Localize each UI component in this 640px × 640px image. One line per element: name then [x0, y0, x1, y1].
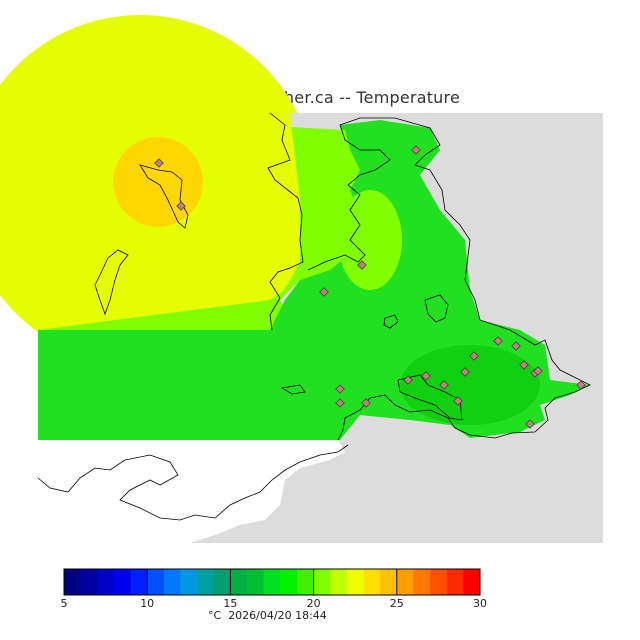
inlet-victoria: [397, 374, 463, 421]
legend-swatch: [197, 569, 215, 595]
legend-swatch: [330, 569, 348, 595]
legend-swatch: [230, 569, 248, 595]
legend-swatch: [463, 569, 481, 595]
station-marker[interactable]: [154, 158, 164, 168]
field-east-bulge: [338, 190, 402, 290]
legend-swatch: [213, 569, 231, 595]
legend-colorbar: [64, 569, 481, 595]
station-markers: [154, 145, 586, 429]
coastlines: [37, 112, 591, 521]
legend-timestamp: 2026/04/20 18:44: [228, 609, 327, 622]
legend-swatch: [64, 569, 82, 595]
legend-swatch: [163, 569, 181, 595]
station-marker[interactable]: [176, 201, 186, 211]
legend-swatch: [97, 569, 115, 595]
legend-ticks: 5 10 15 20 25 30: [61, 569, 487, 610]
legend-swatch: [430, 569, 448, 595]
legend-tick-label: 25: [390, 597, 404, 610]
station-marker[interactable]: [533, 366, 543, 376]
legend-swatch: [380, 569, 398, 595]
station-marker[interactable]: [519, 360, 529, 370]
island-3: [424, 294, 449, 323]
coast-west-shore: [267, 112, 304, 331]
legend-swatch: [446, 569, 464, 595]
island-1: [139, 164, 189, 229]
station-marker[interactable]: [469, 351, 479, 361]
station-marker[interactable]: [576, 380, 586, 390]
legend-swatch: [247, 569, 265, 595]
legend-caption: °C 2026/04/20 18:44: [208, 609, 327, 622]
legend-swatch: [313, 569, 331, 595]
island-5: [280, 384, 306, 395]
station-marker[interactable]: [525, 419, 535, 429]
station-marker[interactable]: [411, 145, 421, 155]
legend-swatch: [180, 569, 198, 595]
legend-swatch: [280, 569, 298, 595]
station-marker[interactable]: [421, 371, 431, 381]
station-marker[interactable]: [319, 287, 329, 297]
legend-tick-label: 30: [473, 597, 487, 610]
legend-swatch: [130, 569, 148, 595]
legend-swatch: [396, 569, 414, 595]
legend-tick-label: 20: [307, 597, 321, 610]
island-4: [383, 314, 399, 329]
station-marker[interactable]: [361, 398, 371, 408]
station-marker[interactable]: [511, 341, 521, 351]
legend-swatch: [263, 569, 281, 595]
station-marker[interactable]: [493, 336, 503, 346]
coast-saanich: [307, 117, 591, 441]
island-2: [94, 249, 129, 316]
legend-swatch: [296, 569, 315, 595]
legend-swatch: [413, 569, 431, 595]
legend-tick-label: 15: [223, 597, 237, 610]
legend-unit: °C: [208, 609, 222, 622]
legend-swatch: [80, 569, 98, 595]
legend-swatch: [147, 569, 165, 595]
station-marker[interactable]: [460, 367, 470, 377]
station-marker[interactable]: [453, 396, 463, 406]
station-marker[interactable]: [335, 398, 345, 408]
coast-olympic: [37, 444, 349, 521]
legend-swatch: [363, 569, 381, 595]
station-marker[interactable]: [439, 380, 449, 390]
olympic-region: [38, 440, 345, 543]
legend-swatch: [113, 569, 132, 595]
station-marker[interactable]: [335, 384, 345, 394]
station-marker[interactable]: [403, 375, 413, 385]
legend-swatch: [346, 569, 365, 595]
station-marker[interactable]: [357, 260, 367, 270]
legend-tick-label: 5: [61, 597, 68, 610]
legend-tick-label: 10: [140, 597, 154, 610]
